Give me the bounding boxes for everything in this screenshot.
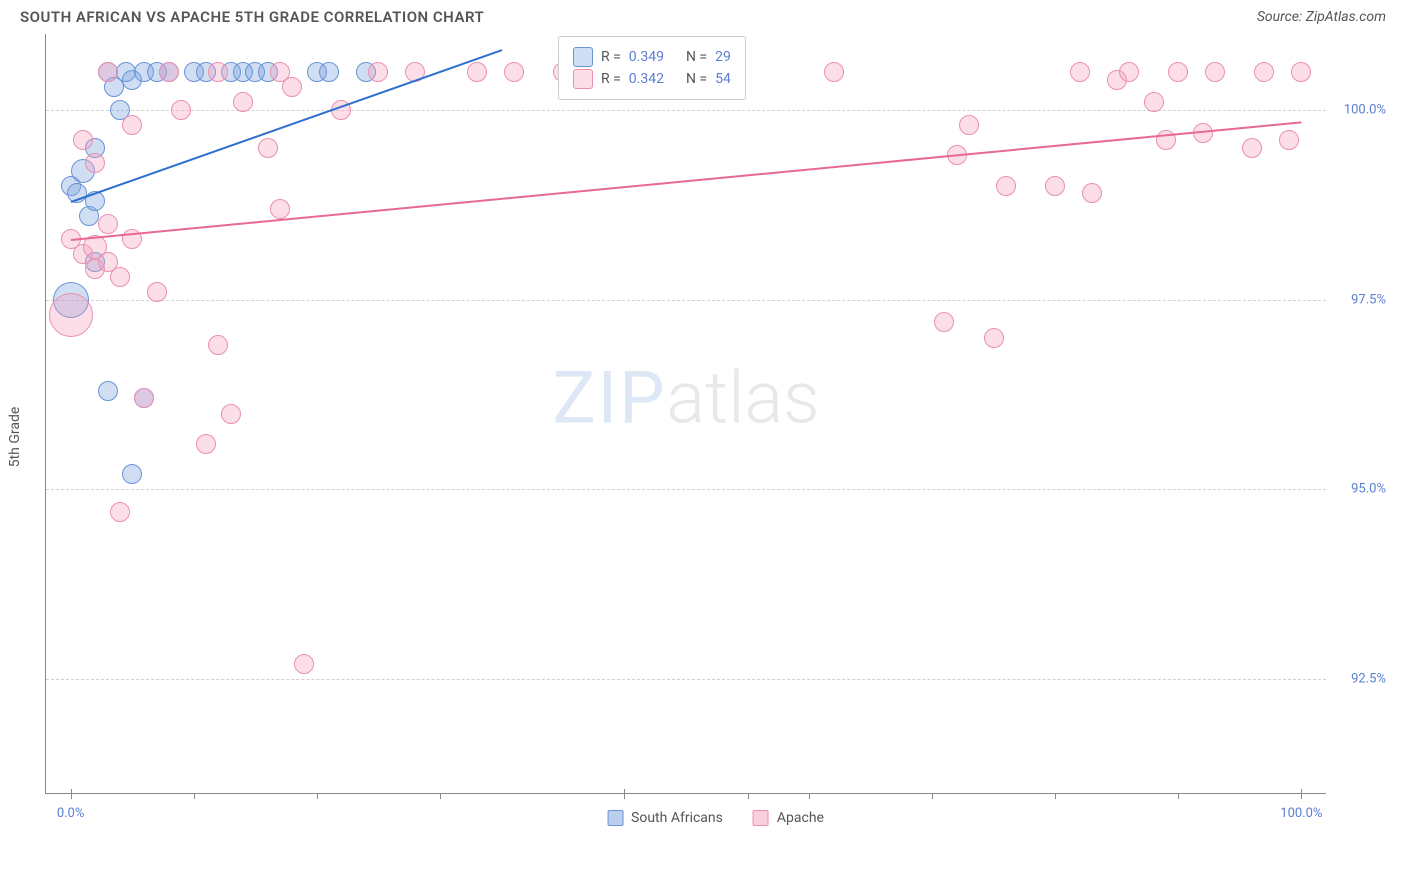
legend-label: Apache [777,810,824,826]
data-point [159,62,179,82]
legend-r-label: R = [601,49,621,65]
y-tick-label: 95.0% [1331,482,1386,497]
data-point [122,464,142,484]
chart-area: 5th Grade ZIPatlas 100.0%97.5%95.0%92.5%… [45,34,1386,824]
y-tick-label: 97.5% [1331,292,1386,307]
plot-region: ZIPatlas 100.0%97.5%95.0%92.5%0.0%100.0%… [45,34,1326,794]
x-tick [317,793,318,799]
x-tick [1301,789,1302,799]
legend-r-value: 0.349 [629,49,664,65]
y-tick-label: 92.5% [1331,672,1386,687]
data-point [294,654,314,674]
data-point [1205,62,1225,82]
data-point [996,176,1016,196]
x-tick [1178,793,1179,799]
data-point [221,404,241,424]
data-point [110,502,130,522]
legend-r-label: R = [601,71,621,87]
data-point [233,92,253,112]
gridline [46,679,1326,680]
x-tick [1055,793,1056,799]
legend-row: R = 0.342 N = 54 [573,69,731,89]
data-point [1168,62,1188,82]
legend-n-label: N = [686,71,707,87]
legend-swatch [753,810,769,826]
data-point [1045,176,1065,196]
data-point [98,62,118,82]
legend-swatch [573,69,593,89]
chart-title: SOUTH AFRICAN VS APACHE 5TH GRADE CORREL… [20,8,484,26]
watermark-part1: ZIP [552,356,666,441]
data-point [147,282,167,302]
watermark-part2: atlas [667,356,820,441]
watermark: ZIPatlas [552,356,819,441]
chart-source: Source: ZipAtlas.com [1257,9,1386,25]
data-point [959,115,979,135]
legend-row: R = 0.349 N = 29 [573,47,731,67]
data-point [196,434,216,454]
data-point [934,312,954,332]
x-tick [624,789,625,799]
bottom-legend: South Africans Apache [607,810,824,826]
data-point [134,388,154,408]
data-point [208,335,228,355]
legend-r-value: 0.342 [629,71,664,87]
data-point [258,138,278,158]
x-tick [932,793,933,799]
x-tick [194,793,195,799]
data-point [1070,62,1090,82]
data-point [122,115,142,135]
y-axis-label: 5th Grade [7,407,23,468]
data-point [73,130,93,150]
bottom-legend-item: South Africans [607,810,723,826]
data-point [368,62,388,82]
data-point [1291,62,1311,82]
data-point [98,381,118,401]
data-point [504,62,524,82]
data-point [1082,183,1102,203]
legend-n-value: 29 [715,49,731,65]
chart-header: SOUTH AFRICAN VS APACHE 5TH GRADE CORREL… [0,0,1406,34]
x-tick-label: 0.0% [57,806,85,821]
legend-swatch [573,47,593,67]
legend-n-label: N = [686,49,707,65]
x-tick-label: 100.0% [1280,806,1322,821]
data-point [984,328,1004,348]
data-point [1279,130,1299,150]
bottom-legend-item: Apache [753,810,824,826]
x-tick [809,793,810,799]
gridline [46,489,1326,490]
data-point [208,62,228,82]
data-point [824,62,844,82]
data-point [1242,138,1262,158]
data-point [270,199,290,219]
x-tick [71,789,72,799]
data-point [319,62,339,82]
data-point [282,77,302,97]
regression-line [71,121,1302,241]
legend-n-value: 54 [715,71,731,87]
data-point [49,293,93,337]
data-point [98,214,118,234]
data-point [1119,62,1139,82]
data-point [85,153,105,173]
data-point [171,100,191,120]
legend-swatch [607,810,623,826]
data-point [110,267,130,287]
correlation-legend: R = 0.349 N = 29 R = 0.342 N = 54 [558,36,746,100]
data-point [1254,62,1274,82]
x-tick [440,793,441,799]
data-point [1144,92,1164,112]
gridline [46,300,1326,301]
data-point [467,62,487,82]
legend-label: South Africans [631,810,723,826]
y-tick-label: 100.0% [1331,102,1386,117]
x-tick [748,793,749,799]
